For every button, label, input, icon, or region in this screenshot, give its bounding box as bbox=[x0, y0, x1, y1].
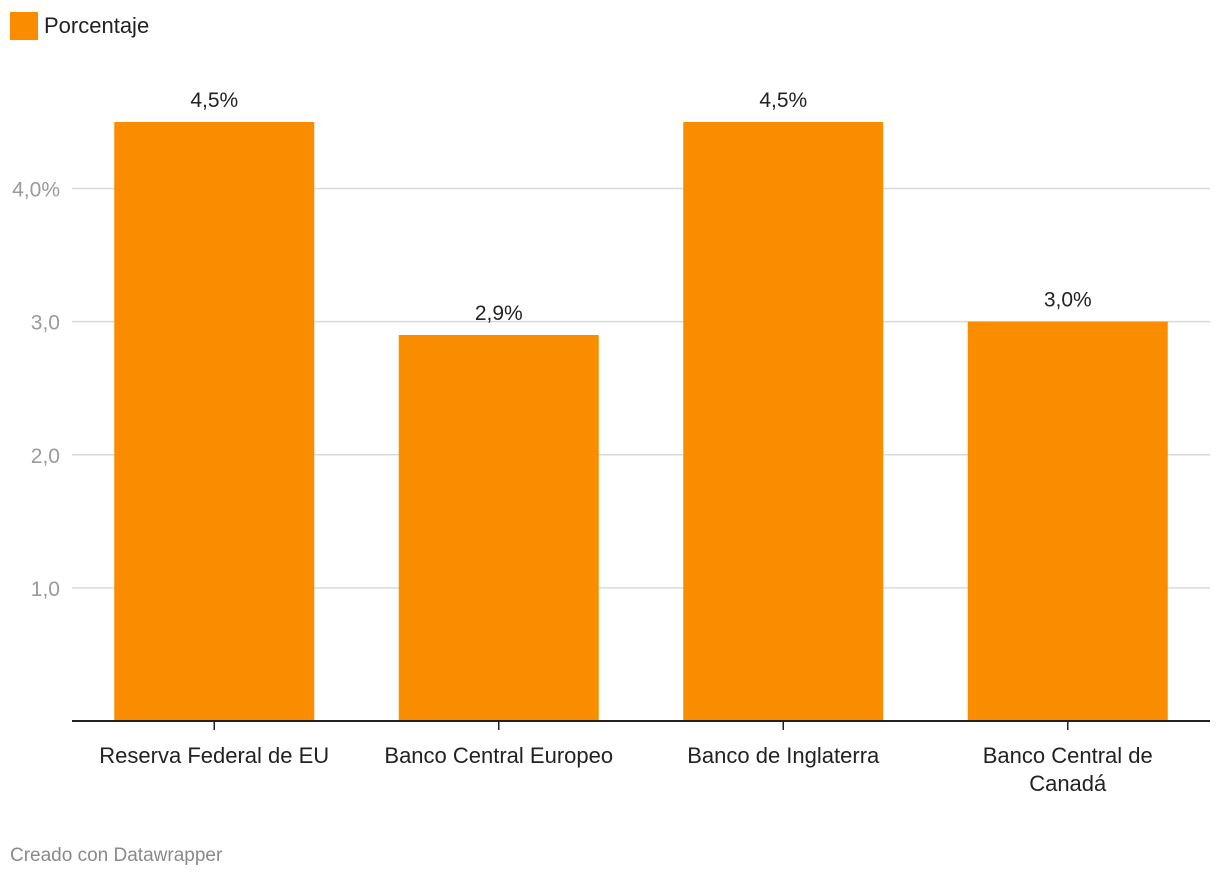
legend-label: Porcentaje bbox=[44, 13, 150, 38]
bar-value-label: 3,0% bbox=[1044, 289, 1092, 312]
y-tick-label: 4,0% bbox=[12, 179, 60, 202]
bar bbox=[398, 334, 599, 721]
legend: Porcentaje bbox=[10, 12, 149, 40]
x-category-label: Reserva Federal de EU bbox=[99, 743, 329, 768]
bar bbox=[114, 122, 315, 721]
bar-value-label: 4,5% bbox=[190, 89, 238, 112]
x-category-label: Banco Central de Canadá bbox=[983, 743, 1153, 796]
y-tick-label: 1,0 bbox=[31, 578, 60, 601]
y-tick-label: 3,0 bbox=[31, 312, 60, 335]
bars-layer: 4,5% 2,9% 4,5% 3,0% bbox=[114, 89, 1168, 721]
bar bbox=[967, 321, 1168, 721]
x-category-label: Banco Central Europeo bbox=[384, 743, 613, 768]
bar-value-label: 2,9% bbox=[475, 302, 523, 325]
bar bbox=[683, 122, 884, 721]
legend-swatch bbox=[10, 12, 38, 40]
y-tick-label: 2,0 bbox=[31, 445, 60, 468]
bar-value-label: 4,5% bbox=[759, 89, 807, 112]
footer-credit: Creado con Datawrapper bbox=[10, 845, 223, 866]
axis-layer: Reserva Federal de EU Banco Central Europ… bbox=[72, 720, 1210, 796]
x-category-label: Banco de Inglaterra bbox=[687, 743, 880, 768]
